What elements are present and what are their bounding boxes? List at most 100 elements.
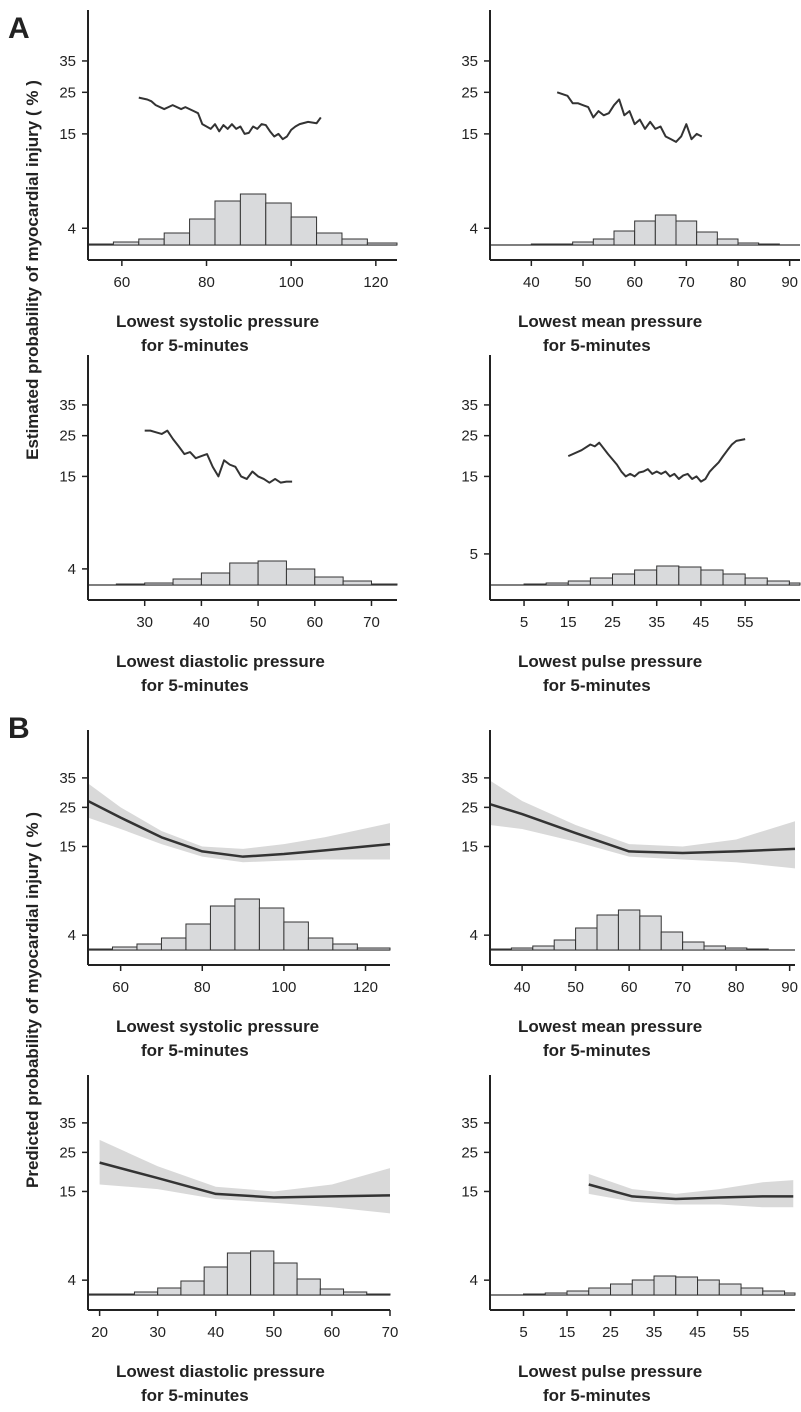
histogram-bar [660, 931, 684, 951]
histogram-bar [611, 573, 636, 586]
y-tick-label: 35 [461, 1115, 478, 1132]
x-tick-label: 40 [514, 979, 531, 996]
histogram-bar [189, 218, 216, 246]
x-tick-label: 50 [266, 1324, 283, 1341]
x-tick-label: 5 [520, 614, 528, 631]
y-axis-label: Predicted probability of myocardial inju… [23, 812, 42, 1188]
histogram-bar [740, 1287, 764, 1296]
x-tick-label: 60 [626, 274, 643, 291]
y-tick-label: 4 [68, 561, 76, 578]
y-tick-label: 4 [68, 1272, 76, 1289]
histogram-bar [307, 937, 334, 951]
histogram-bar [209, 905, 236, 951]
histogram-bar [290, 216, 318, 246]
histogram-bar [639, 915, 662, 951]
histogram-bar [366, 1293, 391, 1296]
y-tick-label: 25 [461, 428, 478, 445]
histogram-bar [762, 1290, 786, 1296]
histogram-bar [257, 560, 287, 586]
histogram-bar [163, 232, 191, 246]
y-tick-label: 4 [470, 220, 478, 237]
x-tick-label: 15 [559, 1324, 576, 1341]
x-tick-label: 40 [523, 274, 540, 291]
x-tick-label: 70 [674, 979, 691, 996]
line [556, 91, 703, 143]
histogram-bar [180, 1280, 205, 1296]
confidence-band [490, 780, 795, 869]
y-tick-label: 25 [59, 799, 76, 816]
histogram-bar [567, 580, 591, 586]
x-tick-label: 35 [646, 1324, 663, 1341]
x-tick-label: 80 [198, 274, 215, 291]
histogram-bar [700, 569, 724, 586]
histogram-bar [758, 243, 780, 246]
x-tick-label: 35 [648, 614, 665, 631]
histogram-bar [631, 1279, 655, 1296]
y-tick-label: 25 [461, 84, 478, 101]
x-tick-label: 90 [781, 979, 798, 996]
histogram-bar [530, 243, 553, 246]
section-label: B [8, 712, 30, 745]
x-tick-label: 100 [279, 274, 304, 291]
histogram-bar [653, 1275, 677, 1296]
histogram-bar [87, 243, 114, 246]
histogram-bar [744, 577, 768, 586]
histogram-bar [675, 1276, 699, 1296]
y-tick-label: 4 [470, 927, 478, 944]
histogram-bar [610, 1283, 633, 1296]
histogram-bar [160, 937, 187, 951]
x-axis-label: for 5-minutes [543, 1386, 651, 1405]
x-axis-label: for 5-minutes [141, 676, 249, 695]
y-tick-label: 4 [68, 220, 76, 237]
x-axis-label: for 5-minutes [543, 676, 651, 695]
x-axis-label: Lowest systolic pressure [116, 1017, 319, 1036]
confidence-band [588, 1173, 794, 1208]
line [588, 1183, 794, 1201]
histogram-bar [784, 1292, 796, 1296]
histogram-bar [214, 200, 241, 246]
histogram-bar [617, 909, 641, 951]
y-tick-label: 15 [461, 126, 478, 143]
histogram-bar [510, 947, 534, 951]
y-tick-label: 35 [59, 397, 76, 414]
histogram-bar [258, 907, 285, 951]
histogram-bar [656, 565, 680, 586]
histogram-bar [696, 231, 718, 246]
histogram-bar [551, 243, 574, 246]
y-tick-label: 15 [59, 1183, 76, 1200]
histogram-bar [724, 947, 748, 951]
histogram-bar [342, 580, 372, 586]
x-tick-label: 90 [781, 274, 798, 291]
histogram-bar [523, 583, 547, 586]
histogram-bar [718, 1283, 742, 1296]
histogram-bar [654, 214, 677, 246]
x-tick-label: 45 [693, 614, 710, 631]
histogram-bar [589, 577, 613, 586]
histogram-bar [553, 939, 577, 951]
histogram-bar [489, 948, 512, 951]
histogram-bar [596, 914, 619, 951]
x-tick-label: 100 [271, 979, 296, 996]
x-tick-label: 50 [567, 979, 584, 996]
histogram-bar [341, 238, 368, 246]
histogram-bar [634, 220, 656, 246]
x-axis-label: Lowest mean pressure [518, 312, 702, 331]
y-tick-label: 25 [59, 428, 76, 445]
histogram-bar [273, 1262, 298, 1296]
histogram-bar [566, 1290, 590, 1296]
histogram-bar [316, 232, 343, 246]
histogram-bar [87, 948, 113, 951]
histogram-bar [356, 947, 391, 951]
histogram-bar [544, 1292, 568, 1296]
histogram-bar [133, 1291, 159, 1296]
histogram-bar [157, 1287, 182, 1296]
x-axis-label: for 5-minutes [543, 1041, 651, 1060]
confidence-band [88, 783, 390, 863]
histogram-bar [111, 946, 138, 951]
x-tick-label: 55 [737, 614, 754, 631]
x-tick-label: 40 [193, 614, 210, 631]
histogram-bar [575, 927, 598, 951]
x-axis-label: for 5-minutes [543, 336, 651, 355]
x-tick-label: 20 [91, 1324, 108, 1341]
histogram-bar [675, 220, 698, 246]
